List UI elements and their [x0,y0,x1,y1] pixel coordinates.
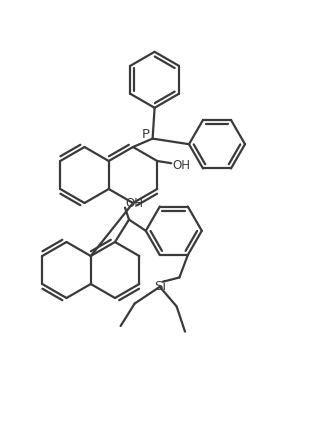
Text: OH: OH [172,159,190,172]
Text: Si: Si [154,280,166,293]
Text: OH: OH [125,197,143,210]
Text: P: P [142,128,149,141]
